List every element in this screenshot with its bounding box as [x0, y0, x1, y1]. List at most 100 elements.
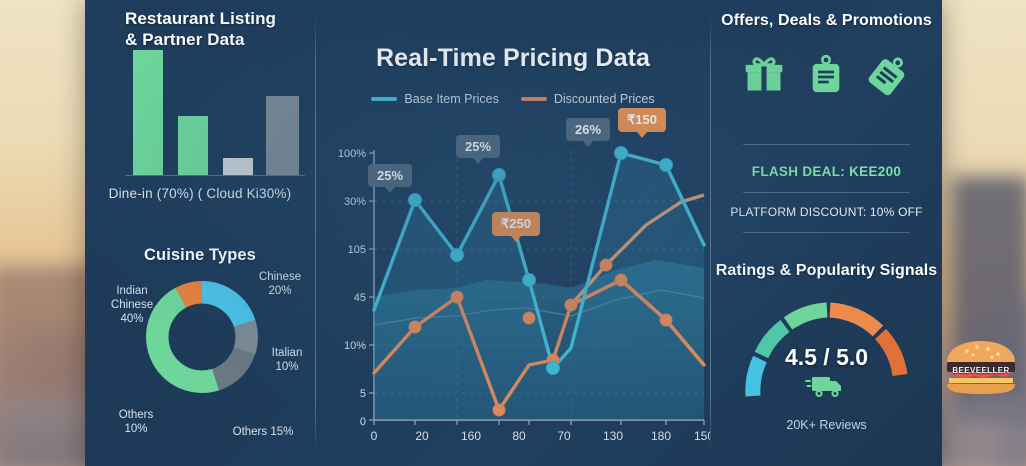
gauge-segment-4 [829, 302, 884, 337]
cuisine-types-title: Cuisine Types [144, 246, 256, 264]
bar-2[interactable] [178, 116, 208, 175]
y-tick-label-3: 45 [354, 292, 366, 304]
gauge-segment-3 [783, 302, 828, 330]
x-tick-label-3: 80 [512, 429, 526, 440]
gauge-segment-2 [754, 319, 790, 359]
base-point-2[interactable] [450, 248, 464, 262]
x-tick-label-2: 160 [461, 429, 481, 440]
discount-tag-icon[interactable] [866, 52, 912, 101]
x-axis: 0 20 160 80 70 130 180 150 [371, 429, 710, 440]
panel-divider-right [710, 14, 711, 452]
legend-swatch-discounted [520, 97, 547, 101]
callout-5[interactable]: ₹150 [618, 108, 666, 138]
legend-label-base: Base Item Prices [404, 92, 499, 106]
base-point-5[interactable] [546, 361, 560, 375]
base-point-3[interactable] [492, 168, 506, 182]
donut-slice-others-orange[interactable] [146, 281, 258, 393]
pricing-chart-title: Real-Time Pricing Data [375, 44, 651, 72]
ratings-title: Ratings & Popularity Signals [715, 262, 938, 279]
discounted-point-9[interactable] [599, 258, 613, 272]
discounted-prices-line-tail [570, 277, 706, 367]
offers-divider-top [743, 144, 910, 145]
rating-gauge [739, 296, 917, 400]
offers-divider-mid [743, 192, 910, 193]
burger-icon [943, 336, 1019, 403]
cuisine-donut-chart [143, 278, 261, 396]
donut-label-indian-name: Indian [116, 285, 148, 297]
legend-swatch-base [371, 97, 398, 101]
restaurant-listing-title-line1: Restaurant Listing [125, 9, 277, 28]
left-column: Restaurant Listing & Partner Data Dine-i… [85, 0, 315, 466]
pricing-chart-legend: Base Item Prices Discounted Prices [316, 92, 710, 106]
donut-label-chinese: Chinese 20% [245, 270, 315, 298]
x-tick-label-5: 130 [603, 429, 623, 440]
price-tag-icon[interactable] [806, 52, 846, 101]
offers-divider-bottom [743, 232, 910, 233]
dashboard-panel: Restaurant Listing & Partner Data Dine-i… [85, 0, 1015, 466]
axis-tick-marks [369, 152, 705, 425]
gift-icon[interactable] [742, 52, 786, 101]
base-point-4[interactable] [522, 273, 536, 287]
bar-4[interactable] [266, 96, 299, 175]
bar-chart-axis-label: Dine-in (70%) ( Cloud Ki30%) [108, 186, 292, 201]
restaurant-listing-title-line2: & Partner Data [125, 30, 245, 49]
donut-label-italian-name: Italian [271, 347, 303, 359]
discounted-point-6[interactable] [564, 298, 578, 312]
base-prices-line[interactable] [372, 151, 706, 370]
x-tick-label-4: 70 [557, 429, 571, 440]
offer-icon-row [711, 52, 942, 101]
base-point-7[interactable] [659, 158, 673, 172]
right-column: Offers, Deals & Promotions [711, 0, 1015, 466]
donut-label-others-left-value: 10% [124, 423, 148, 435]
donut-label-chinese-name: Chinese [258, 271, 302, 283]
discounted-point-8[interactable] [659, 313, 673, 327]
callout-1[interactable]: 25% [368, 164, 413, 193]
y-axis: 100% 30% 105 45 10% 5 0 [338, 148, 366, 428]
base-price-area [374, 153, 704, 420]
donut-label-chinese-left-value: 40% [120, 313, 144, 325]
offers-title: Offers, Deals & Promotions [721, 12, 932, 29]
restaurant-listing-title: Restaurant Listing & Partner Data [85, 8, 315, 50]
legend-label-discounted: Discounted Prices [553, 92, 655, 106]
donut-label-others-left: Others 10% [103, 408, 169, 436]
y-tick-label-0: 0 [360, 416, 366, 428]
donut-label-others-bottom: Others 15% [232, 426, 294, 438]
callout-2[interactable]: 25% [456, 135, 501, 164]
discounted-point-5[interactable] [522, 311, 536, 325]
y-tick-label-2: 10% [344, 340, 366, 352]
bar-3[interactable] [223, 157, 253, 175]
pricing-line-plot: 100% 30% 105 45 10% 5 0 [316, 108, 710, 440]
donut-slice-italian[interactable] [146, 281, 258, 393]
donut-slice-indian[interactable] [146, 281, 258, 393]
donut-label-others-left-name: Others [118, 409, 154, 421]
y-tick-label-5: 30% [344, 196, 366, 208]
gauge-segment-5 [874, 328, 908, 377]
discounted-point-3[interactable] [492, 403, 506, 417]
discounted-point-7[interactable] [614, 273, 628, 287]
gauge-value-text: 4.5 / 5.0 [784, 344, 869, 370]
callout-3[interactable]: 26% [566, 118, 611, 147]
callout-4[interactable]: ₹250 [492, 212, 540, 242]
y-tick-label-6: 100% [338, 148, 366, 160]
bar-1[interactable] [133, 50, 163, 175]
base-point-6[interactable] [614, 146, 628, 160]
discounted-point-1[interactable] [408, 320, 422, 334]
delivery-truck-icon [805, 370, 847, 405]
donut-label-italian: Italian 10% [253, 346, 321, 374]
y-tick-label-1: 5 [360, 388, 366, 400]
restaurant-bar-chart [125, 50, 305, 175]
legend-item-base[interactable]: Base Item Prices [371, 92, 499, 106]
donut-label-indian: Indian Chinese 40% [95, 284, 169, 326]
panel-divider-left [315, 14, 316, 452]
burger-label: BEEVEELLER [952, 366, 1010, 375]
legend-item-discounted[interactable]: Discounted Prices [520, 92, 655, 106]
discounted-point-2[interactable] [450, 290, 464, 304]
middle-column: Real-Time Pricing Data Base Item Prices … [316, 0, 710, 466]
base-prices-markers [408, 146, 673, 375]
base-point-1[interactable] [408, 193, 422, 207]
platform-discount-text: PLATFORM DISCOUNT: 10% OFF [730, 205, 923, 219]
donut-label-chinese-value: 20% [268, 285, 292, 297]
donut-label-chinese-left-name: Chinese [110, 299, 154, 311]
gauge-segment-1 [745, 355, 767, 397]
y-tick-label-4: 105 [348, 244, 366, 256]
